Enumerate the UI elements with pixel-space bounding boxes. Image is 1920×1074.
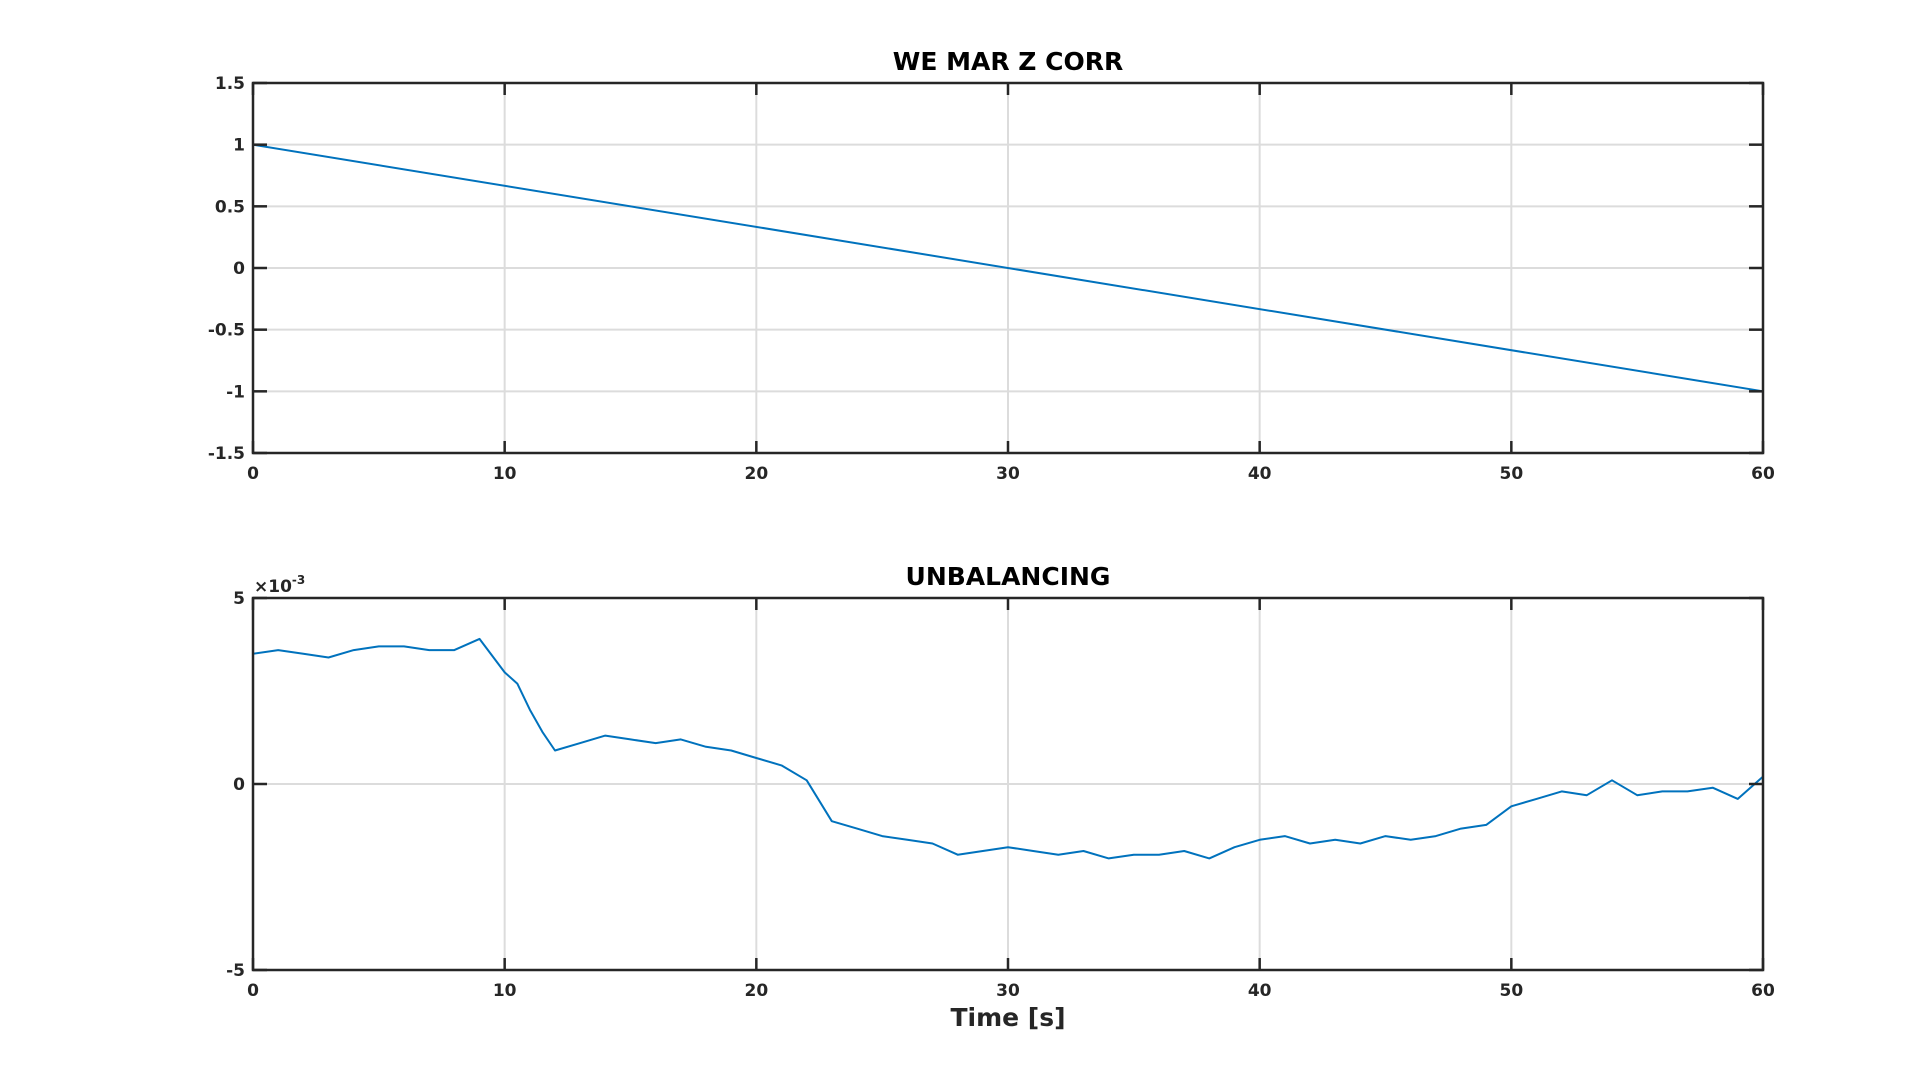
chart-title: UNBALANCING bbox=[906, 562, 1111, 591]
y-exponent-power: -3 bbox=[292, 573, 305, 587]
grid-lines bbox=[253, 83, 1763, 453]
y-exponent-label: ×10-3 bbox=[254, 573, 305, 597]
subplot-top: 0 10 20 30 40 50 60 1.5 1 0.5 0 -0.5 -1 -1.5 WE MAR Z… bbox=[208, 47, 1775, 484]
series-layer bbox=[252, 637, 1764, 860]
x-tick-label: 30 bbox=[996, 464, 1020, 484]
x-tick-label: 20 bbox=[744, 464, 768, 484]
tick-marks bbox=[251, 81, 1765, 455]
x-tick-label: 40 bbox=[1248, 464, 1272, 484]
y-tick-label: 0 bbox=[233, 775, 245, 795]
y-tick-label: -5 bbox=[226, 961, 245, 981]
x-tick-label: 50 bbox=[1499, 464, 1523, 484]
x-tick-label: 30 bbox=[996, 981, 1020, 1001]
x-tick-label: 20 bbox=[744, 981, 768, 1001]
y-tick-label: -1 bbox=[226, 382, 245, 402]
tick-marks bbox=[251, 596, 1765, 972]
x-tick-label: 50 bbox=[1499, 981, 1523, 1001]
y-tick-label: -0.5 bbox=[208, 321, 245, 341]
x-tick-label: 0 bbox=[247, 981, 259, 1001]
x-tick-label: 40 bbox=[1248, 981, 1272, 1001]
x-tick-label: 60 bbox=[1751, 464, 1775, 484]
grid-lines bbox=[253, 598, 1763, 970]
chart-title: WE MAR Z CORR bbox=[893, 47, 1123, 76]
y-tick-label: 0.5 bbox=[215, 197, 245, 217]
x-tick-label: 10 bbox=[493, 981, 517, 1001]
x-tick-label: 10 bbox=[493, 464, 517, 484]
y-tick-label: -1.5 bbox=[208, 444, 245, 464]
x-tick-label: 0 bbox=[247, 464, 259, 484]
x-axis-label: Time [s] bbox=[950, 1003, 1065, 1032]
y-tick-label: 5 bbox=[233, 589, 245, 609]
y-exponent-base: ×10 bbox=[254, 577, 292, 597]
y-tick-label: 1.5 bbox=[215, 74, 245, 94]
series-line bbox=[252, 143, 1764, 393]
series-layer bbox=[252, 143, 1764, 393]
y-tick-label: 1 bbox=[233, 136, 245, 156]
series-line bbox=[252, 637, 1764, 860]
x-tick-label: 60 bbox=[1751, 981, 1775, 1001]
tick-labels: 0 10 20 30 40 50 60 1.5 1 0.5 0 -0.5 -1 -1.5 bbox=[208, 74, 1775, 484]
y-tick-label: 0 bbox=[233, 259, 245, 279]
